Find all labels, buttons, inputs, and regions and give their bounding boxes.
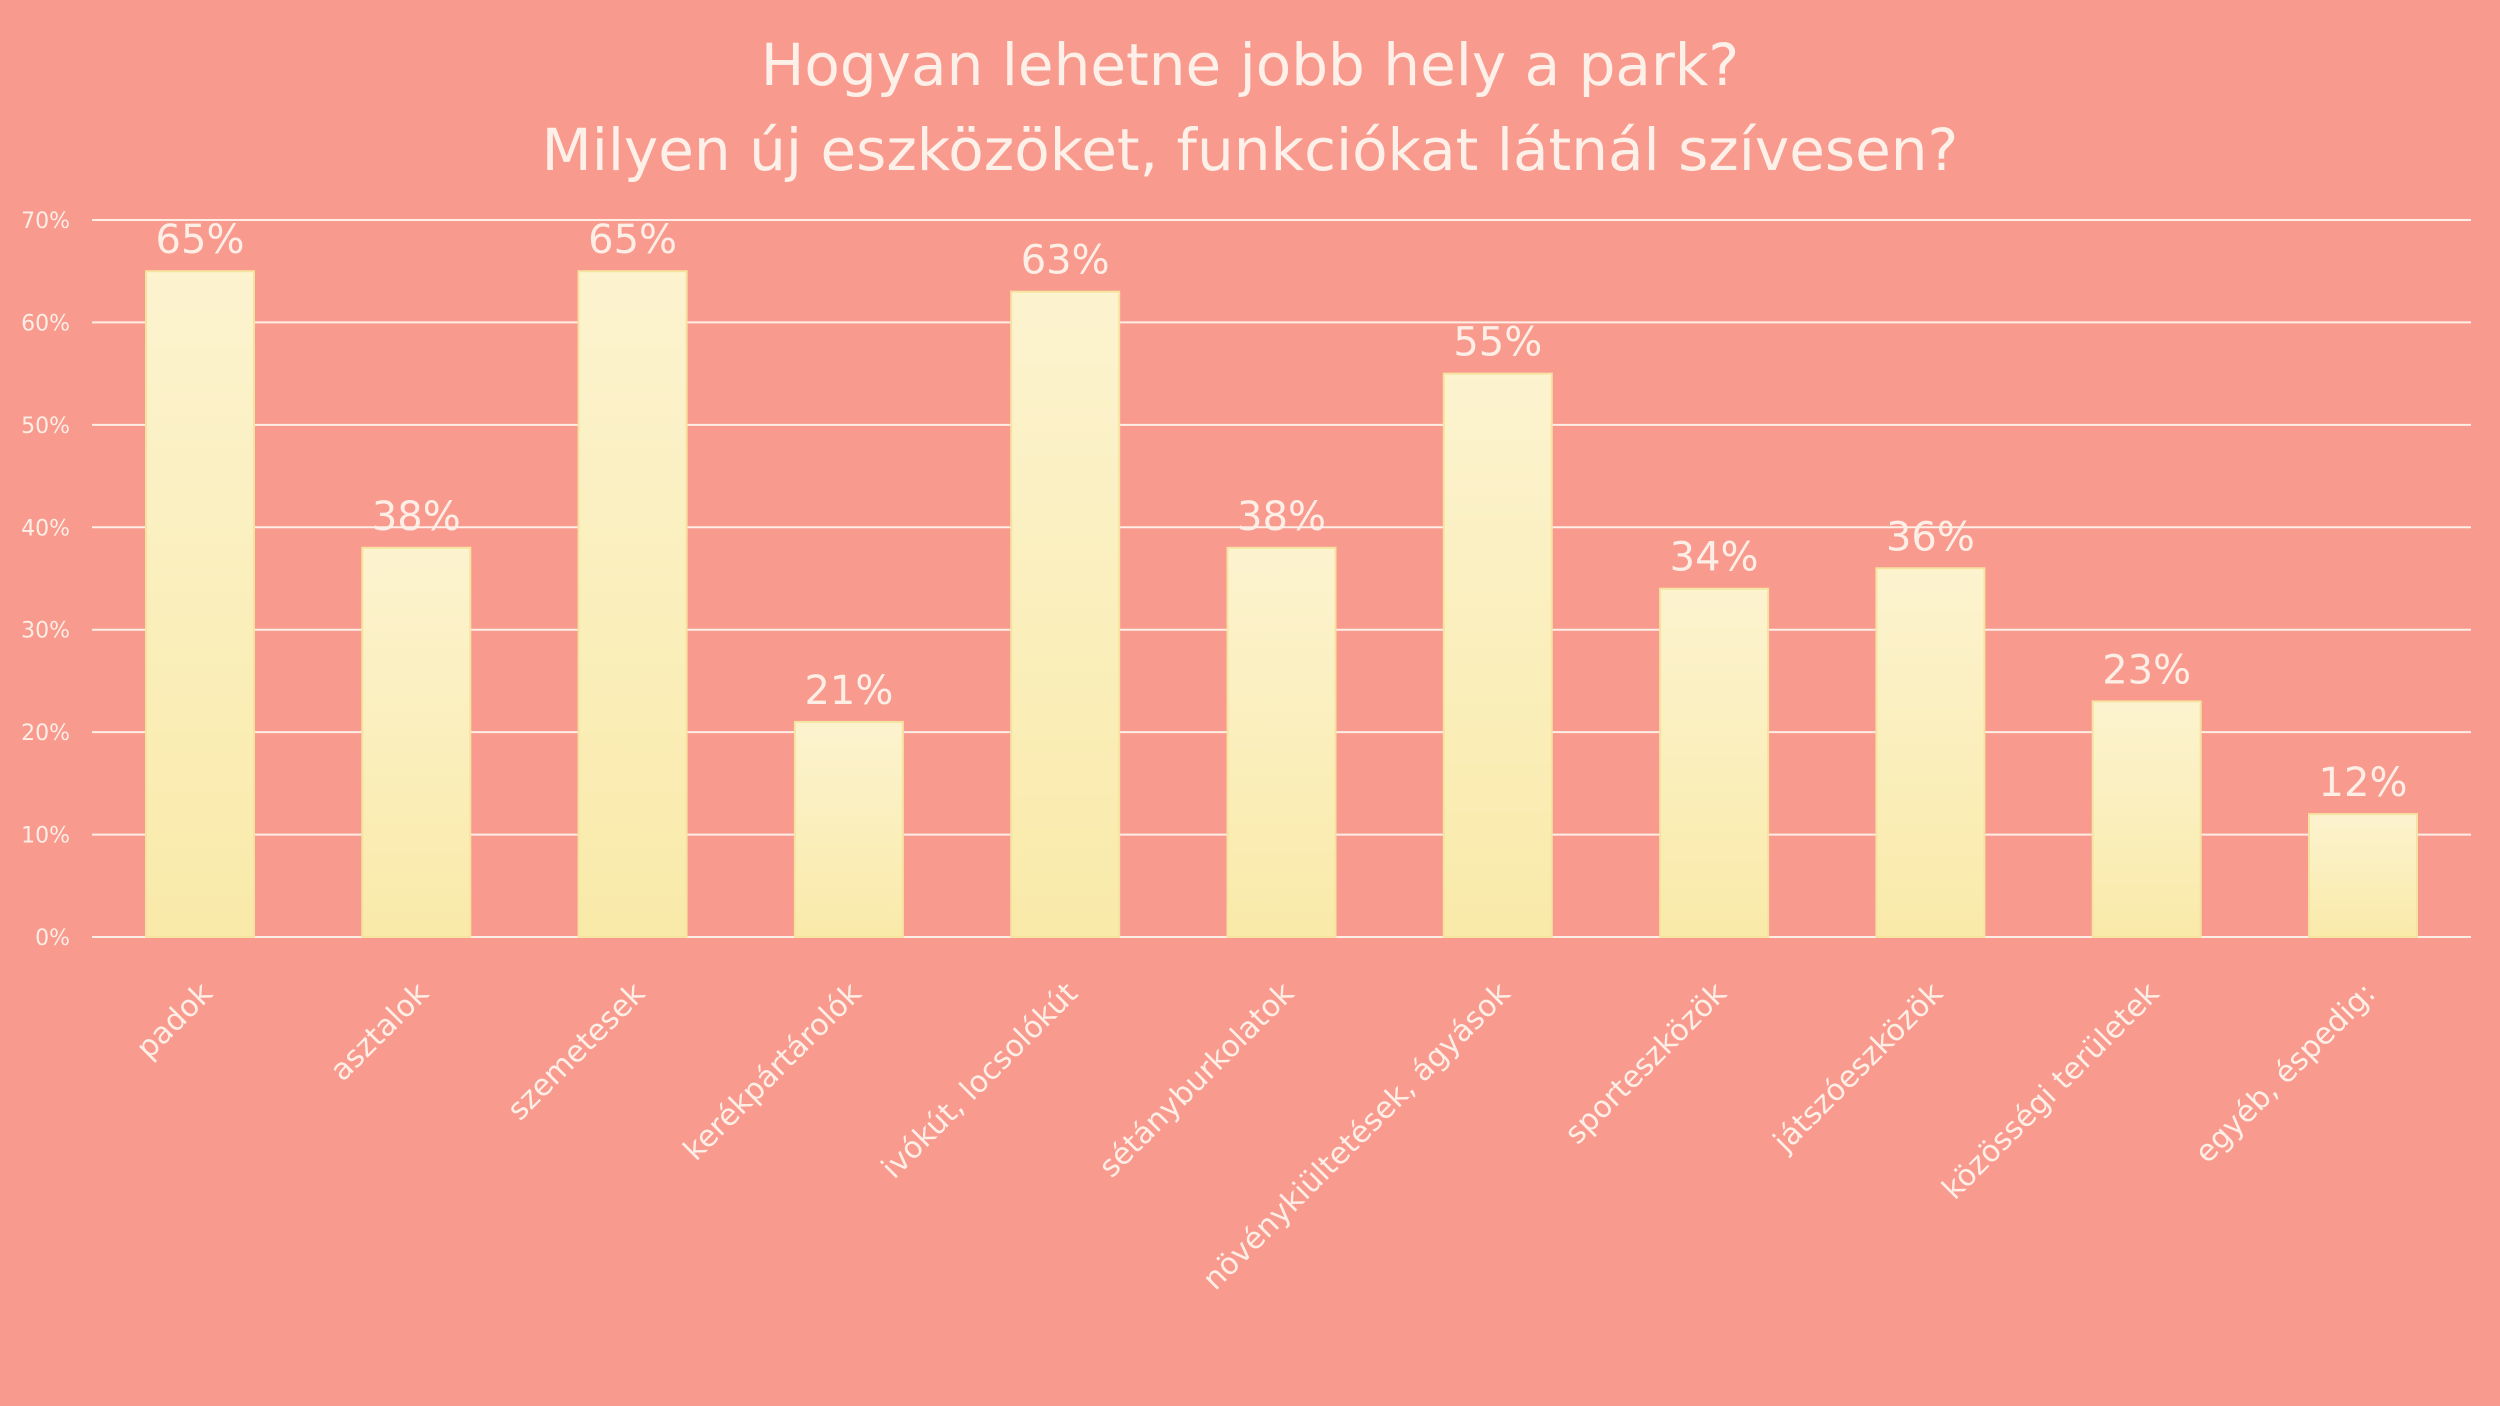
x-category-label: játszóeszközök — [1766, 975, 1950, 1159]
data-label: 23% — [2102, 647, 2191, 693]
data-label: 38% — [1237, 494, 1326, 540]
bar-k-z-ss-gi-ter-letek — [2091, 700, 2202, 939]
bar-ker-kp-rt-rol-k — [793, 720, 904, 939]
data-label: 36% — [1886, 514, 1975, 560]
x-category-label: sporteszközök — [1558, 975, 1734, 1151]
data-label: 55% — [1453, 320, 1542, 366]
x-category-label: sétányburkolatok — [1092, 975, 1301, 1184]
y-tick-label: 50% — [21, 414, 70, 439]
data-label: 12% — [2319, 760, 2408, 806]
bar-egy-b-spedig- — [2308, 813, 2418, 938]
bar-szemetesek — [577, 270, 688, 938]
x-category-label: padok — [130, 975, 220, 1065]
y-tick-label: 70% — [21, 209, 70, 234]
bar-padok — [145, 270, 255, 938]
x-category-label: közösségi területek — [1936, 975, 2167, 1206]
data-label: 63% — [1021, 238, 1110, 284]
x-category-label: szemetesek — [501, 975, 653, 1127]
bar-sporteszk-z-k — [1659, 587, 1770, 938]
y-tick-label: 40% — [21, 516, 70, 541]
y-tick-label: 20% — [21, 721, 70, 746]
bar-n-v-nyki-ltet-sek-gy-sok — [1442, 372, 1553, 938]
bar-asztalok — [361, 546, 472, 938]
data-label: 65% — [156, 217, 245, 263]
bar-s-t-nyburkolatok — [1226, 546, 1337, 938]
y-tick-label: 10% — [21, 824, 70, 849]
chart-title-line-1: Hogyan lehetne jobb hely a park? — [761, 31, 1739, 99]
data-label: 38% — [372, 494, 461, 540]
x-category-label: egyéb, éspedig: — [2188, 976, 2382, 1170]
y-tick-label: 30% — [21, 619, 70, 644]
data-label: 65% — [588, 217, 677, 263]
x-category-label: kerékpártárolók — [677, 975, 869, 1167]
data-label: 34% — [1670, 535, 1759, 581]
bar-j-tsz-eszk-z-k — [1875, 567, 1986, 938]
chart-title-line-2: Milyen új eszközöket, funkciókat látnál … — [542, 116, 1959, 184]
x-category-label: asztalok — [324, 975, 437, 1088]
y-tick-label: 0% — [35, 926, 70, 951]
y-tick-label: 60% — [21, 311, 70, 336]
data-label: 21% — [804, 668, 893, 714]
x-category-label: ivókút, locsolókút — [875, 976, 1085, 1186]
bar-iv-k-t-locsol-k-t — [1010, 290, 1121, 938]
